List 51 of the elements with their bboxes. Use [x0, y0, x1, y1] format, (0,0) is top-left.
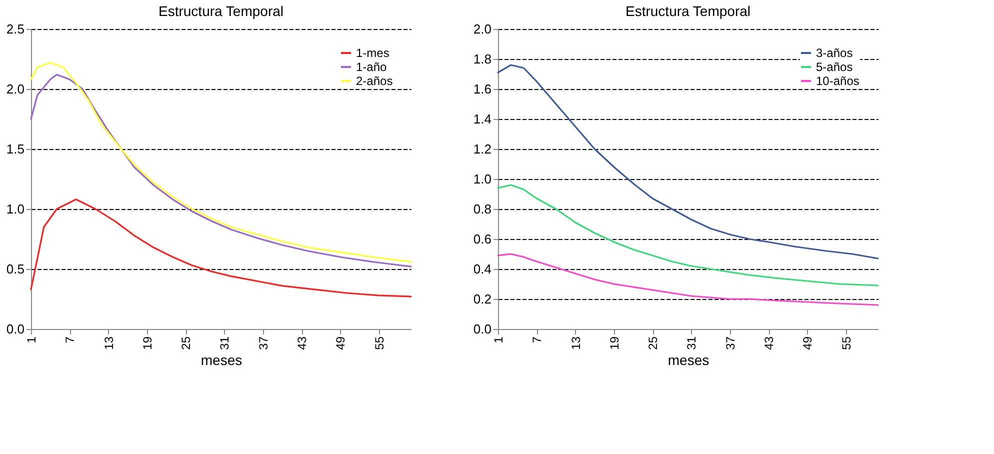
y-tick-label: 0.4	[473, 262, 492, 276]
legend-label: 3-años	[816, 46, 853, 60]
x-tick-label: 37	[723, 336, 738, 350]
x-axis-title: meses	[668, 352, 710, 368]
y-tick-label: 1.0	[473, 172, 492, 186]
y-tick-label: 1.6	[473, 82, 492, 96]
x-tick-label: 43	[295, 336, 310, 350]
x-tick-label: 1	[492, 336, 506, 344]
y-tick-label: 0.0	[6, 322, 24, 336]
x-tick-label: 43	[762, 336, 776, 350]
legend-label: 2-años	[356, 74, 393, 88]
y-tick-label: 1.0	[6, 202, 24, 216]
x-tick-label: 19	[140, 336, 154, 350]
x-tick-label: 55	[839, 336, 854, 350]
y-tick-label: 2.0	[6, 82, 24, 96]
x-tick-label: 49	[334, 336, 348, 350]
y-tick-label: 2.0	[473, 22, 492, 36]
x-tick-label: 49	[800, 336, 815, 350]
legend-label: 10-años	[816, 74, 860, 88]
y-tick-label: 0.0	[473, 322, 492, 336]
x-tick-label: 19	[607, 336, 622, 350]
x-tick-label: 55	[372, 336, 386, 350]
x-tick-label: 31	[684, 336, 699, 350]
x-tick-label: 37	[256, 336, 270, 350]
line-series	[497, 184, 879, 286]
x-tick-label: 1	[24, 336, 38, 344]
x-tick-label: 7	[530, 336, 544, 344]
x-axis-title: meses	[200, 352, 242, 368]
y-tick-label: 1.4	[473, 112, 492, 126]
y-tick-label: 2.5	[6, 22, 24, 36]
y-tick-label: 0.8	[473, 202, 492, 216]
y-tick-label: 0.6	[473, 232, 492, 246]
chart-title: Estructura Temporal	[158, 3, 284, 19]
y-tick-label: 1.5	[6, 142, 24, 156]
x-tick-label: 13	[568, 336, 583, 350]
x-tick-label: 7	[63, 336, 78, 344]
line-series	[497, 64, 879, 260]
x-tick-label: 25	[179, 336, 194, 350]
legend-label: 1-año	[356, 60, 388, 74]
chart-title: Estructura Temporal	[625, 3, 751, 19]
x-tick-label: 31	[218, 336, 232, 350]
x-tick-label: 25	[646, 336, 660, 350]
y-tick-label: 0.2	[473, 292, 492, 306]
legend-label: 1-mes	[356, 46, 390, 60]
line-series	[30, 198, 412, 298]
line-series	[497, 253, 879, 306]
y-tick-label: 0.5	[6, 262, 24, 276]
x-tick-label: 13	[102, 336, 116, 350]
y-tick-label: 1.8	[473, 52, 492, 66]
y-tick-label: 1.2	[473, 142, 492, 156]
legend-label: 5-años	[816, 60, 853, 74]
